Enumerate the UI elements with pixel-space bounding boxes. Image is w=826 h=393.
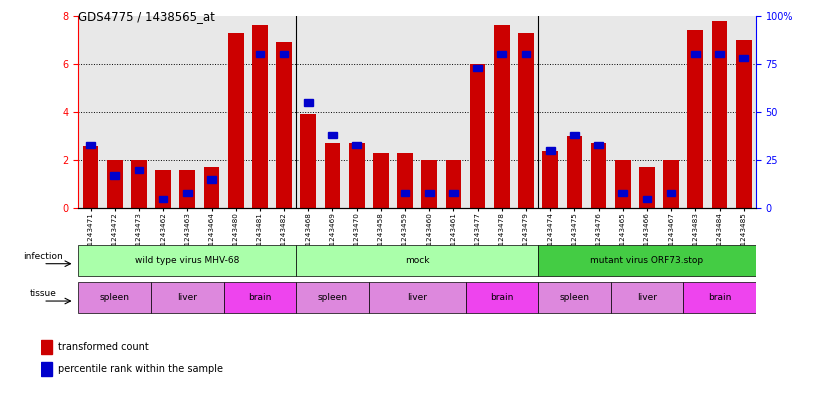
FancyBboxPatch shape [224,282,297,313]
Text: mutant virus ORF73.stop: mutant virus ORF73.stop [591,256,704,265]
Bar [449,190,458,196]
Text: liver: liver [178,293,197,302]
Bar [494,26,510,208]
Text: liver: liver [637,293,657,302]
Bar [736,40,752,208]
Text: brain: brain [490,293,514,302]
Bar [159,196,168,202]
Bar [543,151,558,208]
Text: mock: mock [405,256,430,265]
FancyBboxPatch shape [538,282,610,313]
Text: brain: brain [248,293,272,302]
Text: spleen: spleen [317,293,348,302]
FancyBboxPatch shape [151,282,224,313]
FancyBboxPatch shape [538,245,756,276]
Bar [155,170,171,208]
Bar [328,132,337,138]
Bar [301,114,316,208]
FancyBboxPatch shape [368,282,466,313]
Bar [353,141,361,148]
Bar [667,190,676,196]
Bar [183,190,192,196]
Bar [204,167,220,208]
Text: wild type virus MHV-68: wild type virus MHV-68 [135,256,240,265]
Bar [325,143,340,208]
Bar [397,153,413,208]
Bar [252,26,268,208]
Bar [425,190,434,196]
Bar [715,51,724,57]
FancyBboxPatch shape [78,282,151,313]
Bar [712,20,728,208]
Bar [111,173,119,179]
Bar [276,42,292,208]
Bar [421,160,437,208]
Text: infection: infection [23,252,63,261]
Bar [497,51,506,57]
Bar [663,160,679,208]
Bar [739,55,748,61]
Bar [473,64,482,71]
FancyBboxPatch shape [78,245,297,276]
Bar [228,33,244,208]
Text: percentile rank within the sample: percentile rank within the sample [58,364,223,375]
Bar [615,160,630,208]
Bar [207,176,216,182]
Bar [304,99,312,105]
Bar [691,51,700,57]
FancyBboxPatch shape [466,282,538,313]
Bar [643,196,651,202]
Bar [373,153,389,208]
Bar [567,136,582,208]
Bar [522,51,530,57]
Bar [639,167,655,208]
Bar [86,141,95,148]
Text: GDS4775 / 1438565_at: GDS4775 / 1438565_at [78,10,216,23]
Bar [445,160,461,208]
Bar [107,160,122,208]
Bar [83,146,98,208]
Bar [41,362,52,376]
Bar [470,64,486,208]
FancyBboxPatch shape [683,282,756,313]
Text: tissue: tissue [30,289,57,298]
Bar [570,132,579,138]
Bar [135,167,143,173]
Bar [687,30,703,208]
Bar [349,143,364,208]
Bar [280,51,288,57]
Text: brain: brain [708,293,731,302]
FancyBboxPatch shape [610,282,683,313]
Bar [179,170,195,208]
Bar [41,340,52,354]
Bar [619,190,627,196]
Text: transformed count: transformed count [58,342,149,352]
FancyBboxPatch shape [297,245,538,276]
Bar [131,160,147,208]
FancyBboxPatch shape [297,282,368,313]
Bar [546,147,554,154]
Text: spleen: spleen [100,293,130,302]
Text: liver: liver [407,293,427,302]
Text: spleen: spleen [559,293,590,302]
Bar [594,141,603,148]
Bar [591,143,606,208]
Bar [255,51,264,57]
Bar [401,190,410,196]
Bar [518,33,534,208]
